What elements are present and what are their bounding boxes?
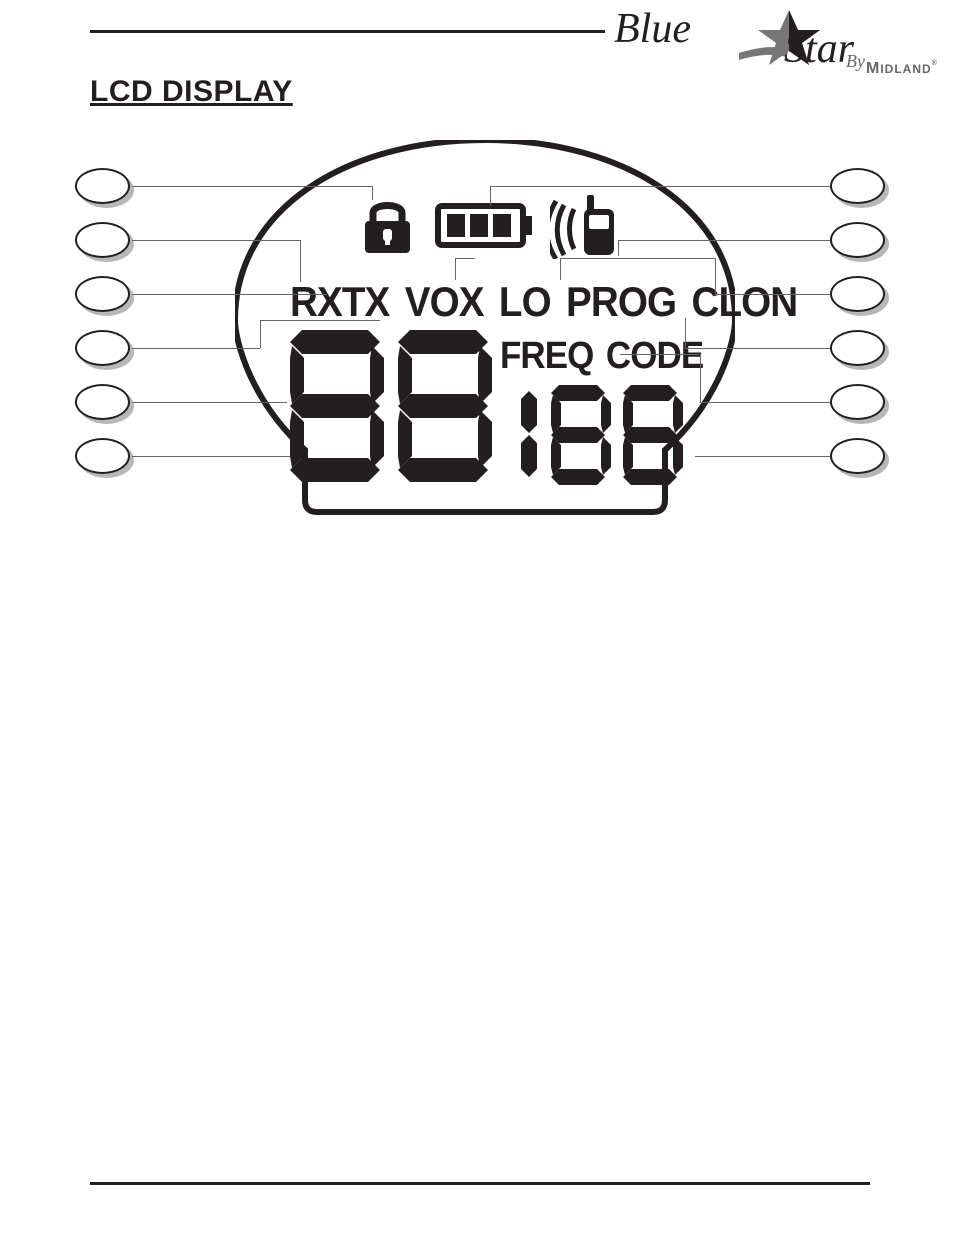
sub-digits — [515, 385, 690, 485]
leader-r3b — [560, 258, 715, 259]
leader-l3 — [132, 294, 327, 295]
callout-left-1 — [75, 168, 130, 204]
vox-indicator: VOX — [405, 278, 484, 326]
lcd-diagram: RXTX VOX LO PROG CLON FREQ CODE — [60, 140, 900, 570]
bottom-rule — [90, 1182, 870, 1185]
callout-left-2 — [75, 222, 130, 258]
leader-r3 — [715, 294, 830, 295]
leader-l4b — [260, 320, 380, 321]
leader-r3v — [715, 258, 716, 294]
leader-l1 — [132, 186, 372, 187]
leader-r1 — [490, 186, 830, 187]
leader-r5v — [700, 354, 701, 402]
callout-right-1 — [830, 168, 885, 204]
brand-word-star: Star — [784, 25, 854, 73]
brand-word-blue: Blue — [614, 5, 691, 53]
top-rule — [90, 30, 605, 33]
leader-r2 — [618, 240, 830, 241]
leader-r2v — [618, 240, 619, 256]
callout-right-2 — [830, 222, 885, 258]
leader-l2v — [300, 240, 301, 282]
channel-digits — [288, 330, 493, 485]
leader-l6 — [132, 456, 290, 457]
battery-icon — [435, 203, 535, 248]
brand-logo: Blue Star By MIDLAND® — [614, 5, 904, 75]
leader-l5 — [132, 402, 287, 403]
freq-label: FREQ — [500, 335, 593, 378]
callout-left-5 — [75, 384, 130, 420]
leader-r5 — [700, 402, 830, 403]
leader-r3c — [560, 258, 561, 280]
callout-right-6 — [830, 438, 885, 474]
lock-icon — [360, 195, 415, 255]
leader-r4 — [685, 348, 830, 349]
callout-right-4 — [830, 330, 885, 366]
callout-left-6 — [75, 438, 130, 474]
callout-left-3 — [75, 276, 130, 312]
section-title: LCD DISPLAY — [90, 75, 293, 109]
leader-r1v — [490, 186, 491, 206]
prog-indicator: PROG — [566, 278, 676, 326]
rxtx-indicator: RXTX — [290, 278, 389, 326]
callout-right-3 — [830, 276, 885, 312]
leader-lo-h — [455, 258, 475, 259]
callout-right-5 — [830, 384, 885, 420]
callout-left-4 — [75, 330, 130, 366]
page: LCD DISPLAY Blue Star By MIDLAND® — [0, 0, 954, 1235]
leader-r5b — [620, 354, 700, 355]
vibra-call-icon — [550, 187, 625, 259]
leader-r4v — [685, 318, 686, 348]
clon-indicator: CLON — [692, 278, 798, 326]
lcd-freqcode-row: FREQ CODE — [500, 335, 703, 378]
brand-company: MIDLAND® — [866, 60, 938, 78]
code-label: CODE — [606, 335, 703, 378]
lo-indicator: LO — [499, 278, 551, 326]
leader-lo — [455, 258, 456, 280]
leader-l4 — [132, 348, 260, 349]
leader-r6 — [695, 456, 830, 457]
leader-l1v — [372, 186, 373, 200]
brand-by: By — [846, 51, 865, 72]
lcd-indicator-row: RXTX VOX LO PROG CLON — [290, 278, 797, 326]
leader-l4v — [260, 320, 261, 348]
leader-l2 — [132, 240, 300, 241]
